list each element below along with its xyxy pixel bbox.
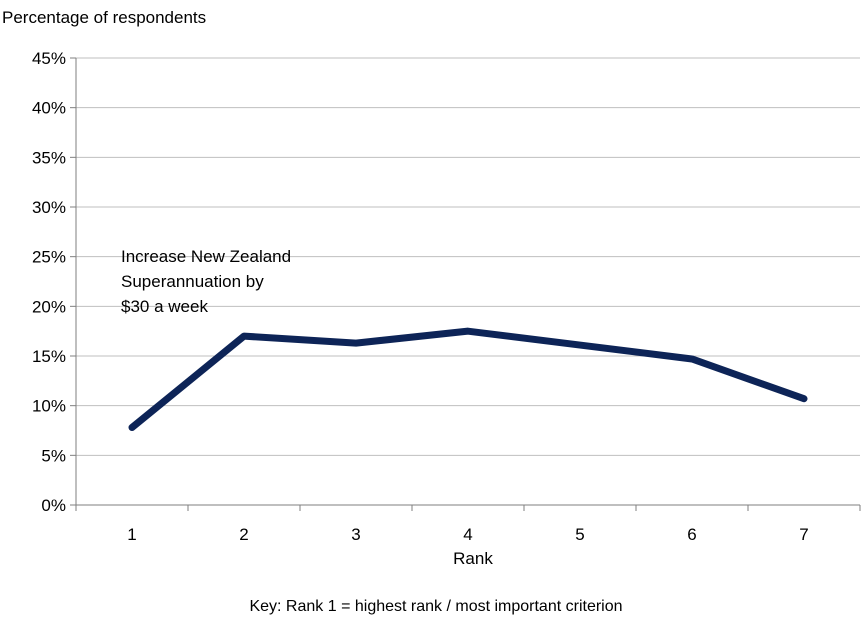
series-group — [128, 327, 808, 432]
x-tick-label: 4 — [463, 525, 472, 544]
y-tick-label: 5% — [41, 446, 66, 465]
x-axis: 1 2 3 4 5 6 7 — [75, 504, 861, 544]
x-tick-label: 2 — [239, 525, 248, 544]
y-axis-title: Percentage of respondents — [2, 8, 206, 27]
y-tick-label: 0% — [41, 496, 66, 515]
annotation-line: Superannuation by — [121, 272, 264, 291]
x-tick-label: 1 — [127, 525, 136, 544]
series-line — [128, 327, 808, 432]
x-tick-label: 3 — [351, 525, 360, 544]
gridlines — [76, 57, 860, 456]
y-tick-label: 45% — [32, 49, 66, 68]
y-tick-label: 35% — [32, 148, 66, 167]
y-axis-ticks: 0% 5% 10% 15% 20% 25% 30% 35% 40% 45% — [32, 49, 77, 515]
y-tick-label: 30% — [32, 198, 66, 217]
y-tick-label: 20% — [32, 297, 66, 316]
x-tick-label: 7 — [799, 525, 808, 544]
series-annotation: Increase New Zealand Superannuation by $30… — [121, 247, 291, 316]
y-tick-label: 15% — [32, 347, 66, 366]
y-tick-label: 25% — [32, 248, 66, 267]
annotation-line: Increase New Zealand — [121, 247, 291, 266]
chart-key-note: Key: Rank 1 = highest rank / most import… — [249, 598, 622, 615]
x-tick-label: 5 — [575, 525, 584, 544]
x-axis-title: Rank — [453, 549, 493, 568]
x-tick-label: 6 — [687, 525, 696, 544]
y-tick-label: 10% — [32, 397, 66, 416]
y-tick-label: 40% — [32, 99, 66, 118]
annotation-line: $30 a week — [121, 297, 208, 316]
